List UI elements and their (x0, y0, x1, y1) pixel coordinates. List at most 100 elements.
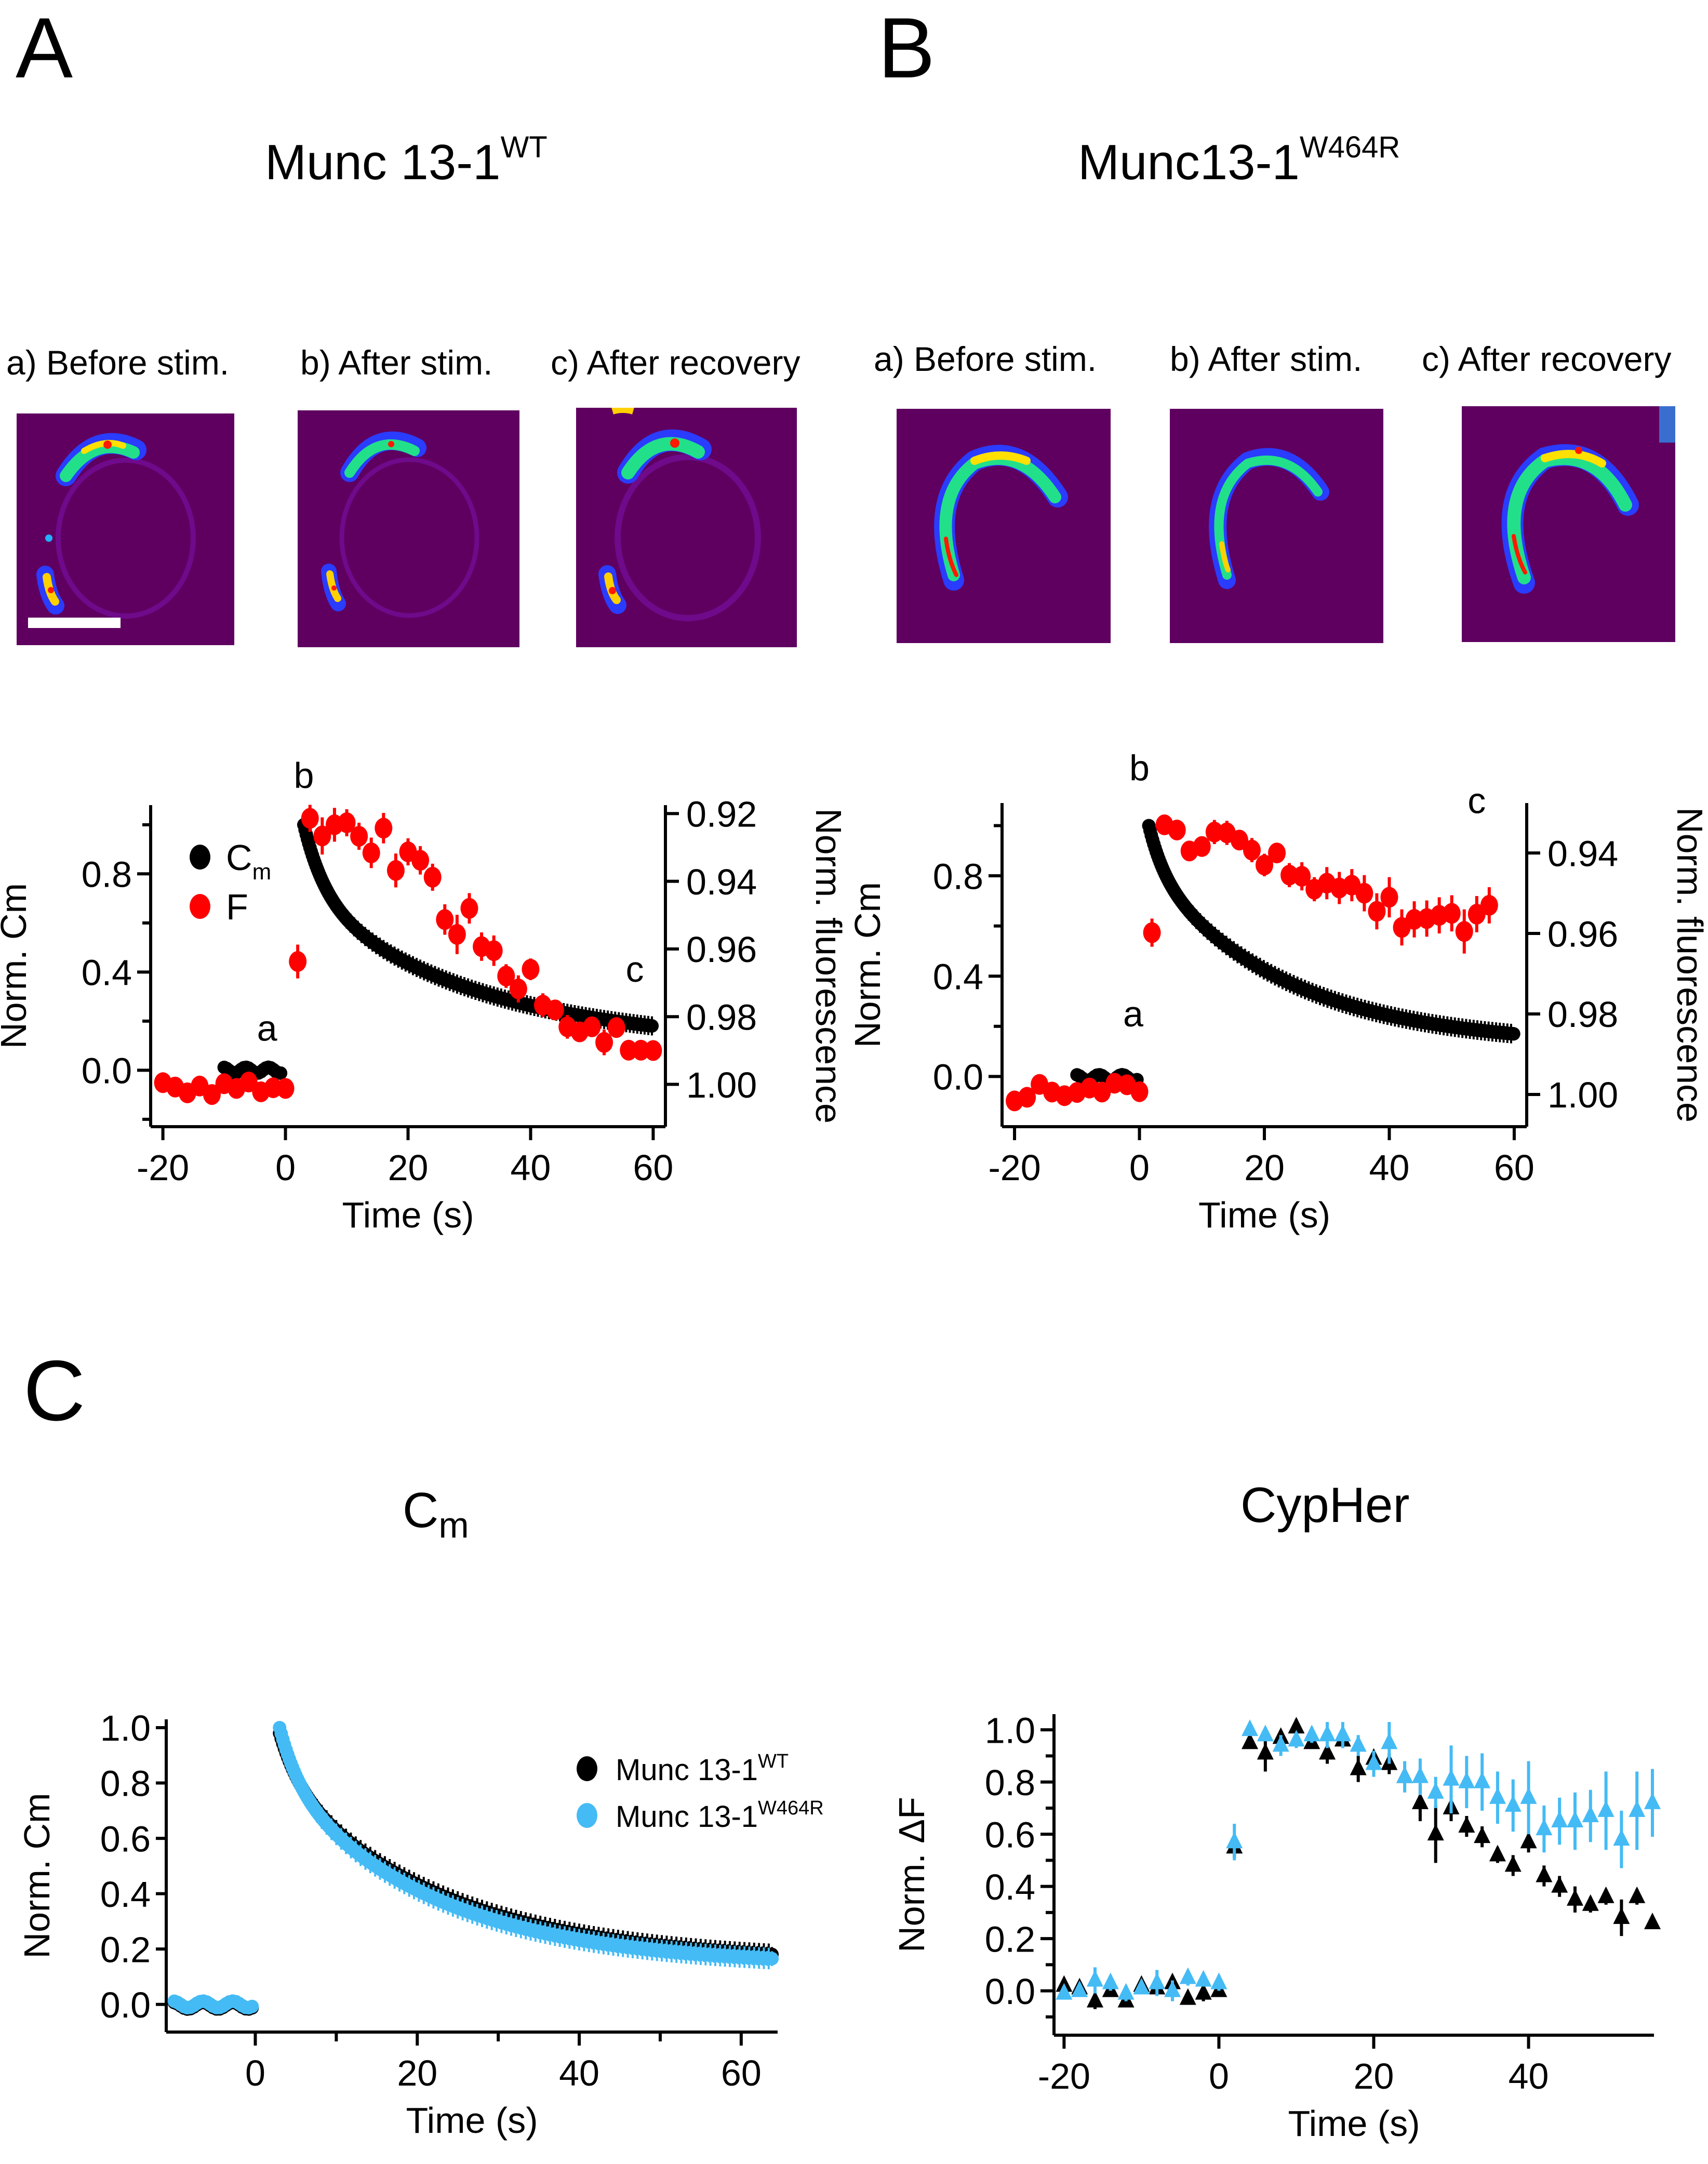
fluorescence-point (1018, 1087, 1036, 1108)
legend-marker-f (190, 894, 210, 919)
legend-label-w464r: Munc 13-1W464R (616, 1797, 824, 1834)
fluorescence-point (1256, 854, 1273, 876)
fluorescence-point (1380, 887, 1398, 908)
y-tick-label: 0.2 (985, 1919, 1035, 1959)
w464r-point (1334, 1725, 1351, 1742)
fluorescence-point (362, 842, 380, 863)
y-axis-label: Norm. Cm (0, 883, 34, 1049)
image-b-after (1170, 409, 1383, 643)
scale-bar (28, 618, 121, 628)
y-tick-label: 0.6 (100, 1819, 151, 1859)
legend-label-cm-sub: m (252, 859, 272, 885)
legend-label-cm: Cm (226, 837, 271, 885)
x-tick-label: 60 (633, 1147, 673, 1188)
fluorescence-point (386, 860, 405, 881)
w464r-point (1566, 1811, 1583, 1827)
wt-point (1597, 1886, 1614, 1903)
panel-letter-a: A (16, 0, 73, 96)
y-axis-label: Norm. Cm (854, 882, 888, 1048)
x-tick-label: 20 (1244, 1147, 1285, 1188)
y-tick-label: 0.0 (82, 1051, 132, 1091)
x-tick-label: 60 (1494, 1147, 1534, 1188)
panel-c-cm-title-main: C (403, 1482, 439, 1538)
fluorescence-point (1368, 901, 1386, 922)
w464r-point (1195, 1970, 1212, 1987)
x-tick-label: -20 (137, 1147, 189, 1188)
image-label-a-after: b) After stim. (300, 343, 493, 382)
fluorescence-point (522, 959, 540, 980)
fluorescence-point (1130, 1081, 1149, 1102)
legend: Munc 13-1WT Munc 13-1W464R (577, 1751, 824, 1834)
fluorescence-point (1268, 843, 1286, 864)
y-tick-label: 0.4 (985, 1867, 1035, 1907)
wt-point (1319, 1743, 1336, 1760)
wt-point (1474, 1826, 1491, 1844)
y2-axis-label: Norm. fluorescence (1670, 807, 1708, 1123)
wt-point (1086, 1991, 1103, 2008)
w464r-series (1056, 1719, 1661, 2001)
w464r-point (1288, 1730, 1305, 1747)
chart-b-cm-fluorescence: 0.0 0.4 0.8 Norm. Cm -20 0 20 40 60 Time (s) 0.94 0… (854, 753, 1708, 1235)
fluorescence-point (460, 898, 478, 919)
y2-tick-label: 0.92 (686, 794, 757, 834)
annotation-c: c (1467, 780, 1486, 821)
fluorescence-point (448, 924, 466, 945)
fluorescence-point (203, 1084, 221, 1105)
fluorescence-point (1193, 836, 1211, 857)
w464r-point (1396, 1766, 1413, 1783)
w464r-point (1303, 1725, 1320, 1742)
w464r-point (1056, 1983, 1073, 2000)
annotation-b: b (293, 755, 314, 796)
w464r-point (1582, 1805, 1599, 1822)
w464r-point (1257, 1725, 1274, 1742)
x-axis-label: Time (s) (1198, 1195, 1330, 1235)
w464r-point (1520, 1787, 1537, 1804)
w464r-point (1474, 1771, 1491, 1788)
y2-tick-label: 1.00 (1547, 1075, 1618, 1115)
fluorescence-point (313, 825, 331, 847)
wt-point (1242, 1732, 1259, 1749)
fluorescence-point (509, 978, 527, 999)
w464r-point (1086, 1970, 1103, 1987)
wt-point (1411, 1792, 1429, 1809)
fluorescence-point (411, 850, 430, 871)
y-tick-label: 0.4 (100, 1874, 151, 1915)
y2-axis-label: Norm. fluorescence (808, 808, 849, 1124)
wt-point (1350, 1758, 1367, 1775)
fluorescence-point (485, 940, 503, 961)
w464r-point (1149, 1972, 1166, 1989)
y-tick-label: 0.8 (100, 1764, 151, 1804)
legend-marker-cm (190, 845, 210, 870)
annotation-b: b (1129, 753, 1150, 789)
chart-c-cm: 0.0 0.2 0.4 0.6 0.8 1.0 Norm. Cm 0 20 40 60 Time (s… (17, 1708, 824, 2141)
fluorescence-point (1293, 866, 1311, 887)
x-axis-label: Time (s) (342, 1195, 474, 1235)
panel-letter-c: C (23, 1343, 86, 1438)
wt-point (1629, 1886, 1646, 1903)
fluorescence-point (1205, 821, 1223, 843)
panel-c-cm-title-sub: m (438, 1505, 469, 1546)
x-tick-label: 0 (245, 2053, 265, 2093)
wt-point (1520, 1832, 1537, 1849)
y-tick-label: 1.0 (985, 1710, 1035, 1751)
x-tick-label: 40 (559, 2053, 599, 2093)
fluorescence-point (1480, 894, 1498, 916)
w464r-point (245, 1999, 259, 2013)
w464r-point (1179, 1967, 1196, 1984)
panel-letter-b: B (878, 0, 936, 96)
wt-point (1257, 1743, 1274, 1760)
y2-tick-label: 0.94 (1547, 833, 1618, 874)
w464r-series (167, 1720, 779, 2015)
w464r-point (1504, 1795, 1522, 1812)
x-tick-label: 20 (388, 1147, 429, 1188)
legend-label-wt: Munc 13-1WT (616, 1751, 789, 1787)
fluorescence-point (595, 1032, 613, 1053)
w464r-point (1272, 1735, 1289, 1752)
w464r-point (1102, 1972, 1119, 1989)
x-tick-label: 0 (1209, 2056, 1229, 2096)
wt-point (1458, 1816, 1475, 1833)
chart-a-cm-fluorescence: 0.0 0.4 0.8 Norm. Cm -20 0 20 40 60 Time (s) 0.92 0… (0, 755, 849, 1235)
x-tick-label: -20 (1038, 2056, 1090, 2096)
wt-point (1613, 1907, 1630, 1924)
annotation-a: a (1123, 994, 1143, 1034)
